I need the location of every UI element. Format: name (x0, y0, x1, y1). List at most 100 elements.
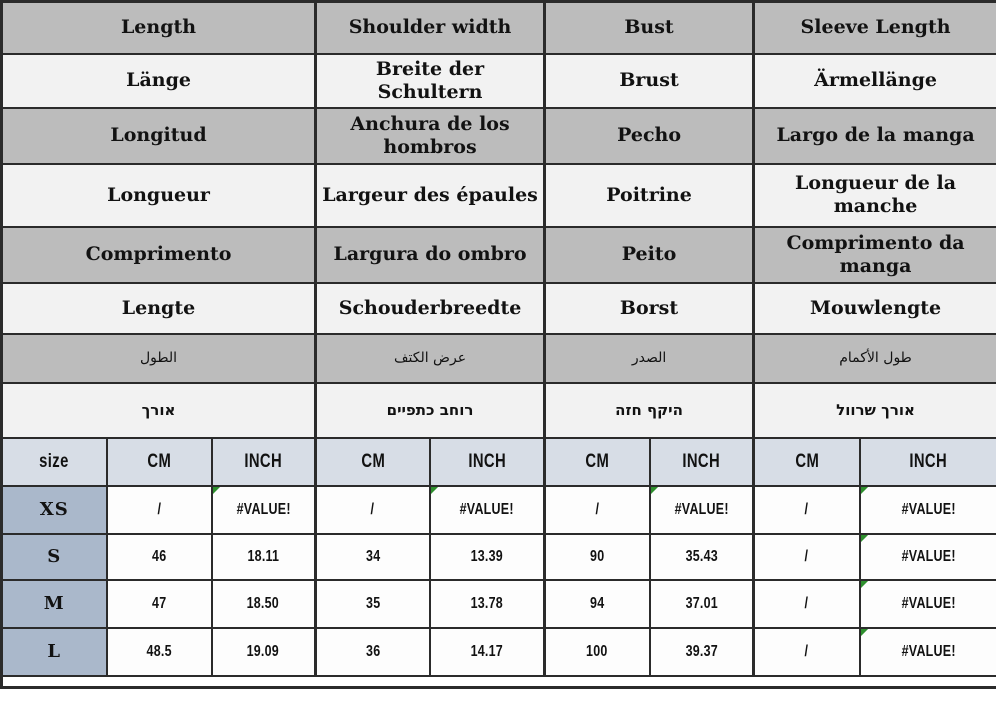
table-cell: 13.39 (428, 532, 546, 581)
cm-column-header: CM (752, 436, 861, 487)
table-cell: 18.11 (210, 532, 317, 581)
language-row-french: Longueur Largeur des épaules Poitrine Lo… (0, 162, 996, 228)
cm-column-header: CM (314, 436, 431, 487)
shoulder-width-label-he: רוחב כתפיים (314, 381, 546, 439)
cm-column-header: CM (105, 436, 213, 487)
table-cell: 46 (105, 532, 213, 581)
error-indicator-icon (861, 487, 869, 495)
inch-column-header: INCH (858, 436, 996, 487)
bust-label-he: היקף חזה (543, 381, 755, 439)
table-cell: 13.78 (428, 578, 546, 629)
language-row-german: Länge Breite der Schultern Brust Ärmellä… (0, 52, 996, 109)
size-label-m: M (0, 578, 108, 629)
shoulder-width-label-fr: Largeur des épaules (314, 162, 546, 228)
length-label-en: Length (0, 0, 317, 55)
length-label-nl: Lengte (0, 281, 317, 335)
language-row-portuguese: Comprimento Largura do ombro Peito Compr… (0, 225, 996, 284)
size-row-m: M 47 18.50 35 13.78 94 37.01 / #VALUE! (0, 578, 996, 629)
sleeve-length-label-de: Ärmellänge (752, 52, 996, 109)
table-cell: / (314, 484, 431, 535)
sleeve-length-label-pt: Comprimento da manga (752, 225, 996, 284)
size-label-xs: XS (0, 484, 108, 535)
shoulder-width-label-pt: Largura do ombro (314, 225, 546, 284)
table-cell: #VALUE! (858, 484, 996, 535)
inch-column-header: INCH (428, 436, 546, 487)
table-cell: 35 (314, 578, 431, 629)
table-cell: / (752, 484, 861, 535)
table-cell: 36 (314, 626, 431, 677)
table-cell: / (105, 484, 213, 535)
table-cell: 94 (543, 578, 651, 629)
bust-label-fr: Poitrine (543, 162, 755, 228)
table-cell: 90 (543, 532, 651, 581)
bust-label-es: Pecho (543, 106, 755, 165)
shoulder-width-label-ar: عرض الكتف (314, 332, 546, 384)
size-row-xs: XS / #VALUE! / #VALUE! / #VALUE! / #VALU… (0, 484, 996, 535)
size-row-s: S 46 18.11 34 13.39 90 35.43 / #VALUE! (0, 532, 996, 581)
table-cell: 48.5 (105, 626, 213, 677)
cm-column-header: CM (543, 436, 651, 487)
table-cell: / (543, 484, 651, 535)
length-label-he: אורך (0, 381, 317, 439)
table-cell: 19.09 (210, 626, 317, 677)
sleeve-length-label-he: אורך שרוול (752, 381, 996, 439)
sleeve-length-label-en: Sleeve Length (752, 0, 996, 55)
table-cell: / (752, 578, 861, 629)
size-header-label: size (39, 450, 70, 472)
inch-column-header: INCH (210, 436, 317, 487)
error-indicator-icon (431, 487, 439, 495)
table-cell: 37.01 (648, 578, 755, 629)
inch-column-header: INCH (648, 436, 755, 487)
bust-label-pt: Peito (543, 225, 755, 284)
language-row-spanish: Longitud Anchura de los hombros Pecho La… (0, 106, 996, 165)
length-label-es: Longitud (0, 106, 317, 165)
language-row-english: Length Shoulder width Bust Sleeve Length (0, 0, 996, 55)
table-cell: #VALUE! (648, 484, 755, 535)
shoulder-width-label-de: Breite der Schultern (314, 52, 546, 109)
size-label-s: S (0, 532, 108, 581)
size-row-l: L 48.5 19.09 36 14.17 100 39.37 / #VALUE… (0, 626, 996, 677)
sleeve-length-label-ar: طول الأكمام (752, 332, 996, 384)
bust-label-en: Bust (543, 0, 755, 55)
size-chart-table: Length Shoulder width Bust Sleeve Length… (0, 0, 996, 689)
sleeve-length-label-es: Largo de la manga (752, 106, 996, 165)
table-cell (0, 674, 996, 688)
shoulder-width-label-nl: Schouderbreedte (314, 281, 546, 335)
table-cell: / (752, 626, 861, 677)
length-label-de: Länge (0, 52, 317, 109)
language-row-dutch: Lengte Schouderbreedte Borst Mouwlengte (0, 281, 996, 335)
shoulder-width-label-es: Anchura de los hombros (314, 106, 546, 165)
measure-header-row: size CM INCH CM INCH CM INCH CM INCH (0, 436, 996, 487)
table-cell: #VALUE! (428, 484, 546, 535)
language-row-hebrew: אורך רוחב כתפיים היקף חזה אורך שרוול (0, 381, 996, 439)
table-cell: #VALUE! (858, 578, 996, 629)
table-cell: 39.37 (648, 626, 755, 677)
sleeve-length-label-nl: Mouwlengte (752, 281, 996, 335)
table-cell: 35.43 (648, 532, 755, 581)
error-indicator-icon (651, 487, 659, 495)
shoulder-width-label-en: Shoulder width (314, 0, 546, 55)
bust-label-de: Brust (543, 52, 755, 109)
table-cell: 18.50 (210, 578, 317, 629)
length-label-ar: الطول (0, 332, 317, 384)
table-cell: 34 (314, 532, 431, 581)
size-column-header: size (0, 436, 108, 487)
sleeve-length-label-fr: Longueur de la manche (752, 162, 996, 228)
length-label-pt: Comprimento (0, 225, 317, 284)
bust-label-ar: الصدر (543, 332, 755, 384)
table-cell: #VALUE! (858, 626, 996, 677)
error-indicator-icon (861, 581, 869, 589)
length-label-fr: Longueur (0, 162, 317, 228)
table-cell: 100 (543, 626, 651, 677)
table-cell: #VALUE! (858, 532, 996, 581)
clipped-bottom-row (0, 674, 996, 688)
size-label-l: L (0, 626, 108, 677)
table-cell: #VALUE! (210, 484, 317, 535)
error-indicator-icon (861, 535, 869, 543)
language-row-arabic: الطول عرض الكتف الصدر طول الأكمام (0, 332, 996, 384)
table-cell: 47 (105, 578, 213, 629)
table-cell: 14.17 (428, 626, 546, 677)
bust-label-nl: Borst (543, 281, 755, 335)
error-indicator-icon (861, 629, 869, 637)
